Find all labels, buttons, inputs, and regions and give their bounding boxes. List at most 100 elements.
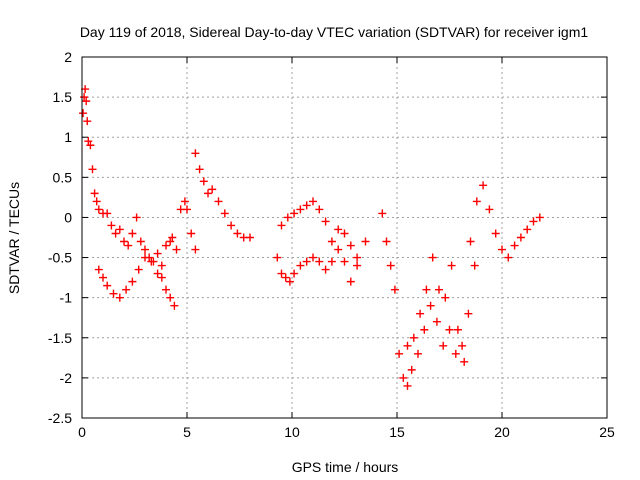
x-tick-label: 5	[183, 424, 191, 440]
data-point	[84, 137, 93, 146]
data-point	[92, 197, 101, 206]
data-point	[285, 277, 294, 286]
data-point	[79, 109, 88, 118]
data-point	[485, 205, 494, 214]
data-point	[327, 237, 336, 246]
data-point	[472, 197, 481, 206]
data-point	[403, 381, 412, 390]
data-point	[296, 261, 305, 270]
data-point	[451, 349, 460, 358]
data-point	[386, 261, 395, 270]
plot-frame	[81, 56, 608, 419]
data-point	[309, 197, 317, 206]
data-point	[162, 285, 170, 294]
data-point	[395, 349, 404, 358]
data-point	[191, 149, 200, 158]
data-point	[111, 229, 120, 238]
data-point	[128, 229, 137, 238]
data-point	[309, 253, 317, 262]
series-arc-5	[277, 197, 362, 262]
data-point	[277, 221, 286, 230]
data-point	[510, 241, 519, 250]
data-point	[162, 241, 170, 250]
grid	[82, 57, 607, 418]
data-point	[199, 177, 208, 186]
data-point	[115, 225, 124, 234]
data-point	[353, 261, 362, 270]
data-point	[435, 285, 443, 294]
y-tick-label: 0	[64, 209, 72, 225]
data-point	[516, 233, 525, 242]
data-point	[109, 289, 118, 298]
data-point	[120, 237, 128, 246]
data-point	[535, 213, 544, 222]
y-tick-label: 0.5	[53, 169, 73, 185]
data-point	[166, 237, 175, 246]
y-axis-label: SDTVAR / TECUs	[6, 182, 22, 294]
data-point	[361, 237, 370, 246]
data-point	[479, 181, 488, 190]
data-point	[220, 209, 229, 218]
data-point	[172, 245, 181, 254]
data-point	[157, 261, 166, 270]
data-point	[180, 197, 189, 206]
y-tick-label: -1	[60, 290, 73, 306]
data-point	[426, 301, 435, 310]
y-tick-label: 2	[64, 49, 72, 65]
data-point	[170, 301, 179, 310]
data-point	[153, 269, 162, 278]
data-point	[470, 261, 479, 270]
data-point	[147, 257, 156, 266]
data-point	[204, 189, 212, 198]
data-point	[136, 237, 145, 246]
y-tick-label: -2	[60, 370, 73, 386]
data-point	[214, 197, 223, 206]
data-point	[409, 333, 418, 342]
data-point	[246, 233, 254, 242]
data-point	[94, 205, 103, 214]
data-point	[321, 265, 330, 274]
data-point	[168, 233, 177, 242]
data-point	[390, 285, 399, 294]
data-point	[153, 249, 162, 258]
series-arc-2	[94, 197, 200, 310]
data-point	[445, 325, 454, 334]
data-point	[346, 241, 355, 250]
data-point	[195, 165, 204, 174]
data-point	[315, 257, 324, 266]
data-point	[529, 217, 538, 226]
series-arc-7	[403, 181, 544, 366]
data-point	[439, 341, 448, 350]
y-tick-label: -1.5	[48, 330, 72, 346]
data-point	[321, 217, 330, 226]
data-point	[141, 245, 149, 254]
data-point	[82, 97, 91, 106]
data-point	[132, 213, 141, 222]
x-tick-label: 20	[494, 424, 510, 440]
data-point	[315, 205, 324, 214]
data-point	[233, 229, 242, 238]
data-point	[378, 209, 387, 218]
y-tick-label: 1	[64, 129, 72, 145]
data-point	[296, 205, 305, 214]
data-point	[498, 245, 506, 254]
data-point	[277, 269, 286, 278]
data-point	[86, 141, 95, 150]
chart-title: Day 119 of 2018, Sidereal Day-to-day VTE…	[80, 24, 589, 40]
data-point	[208, 185, 217, 194]
data-point	[103, 281, 112, 290]
series-arc-4	[273, 237, 370, 286]
data-point	[80, 93, 89, 102]
data-point	[399, 373, 408, 382]
data-point	[453, 325, 462, 334]
data-marks	[79, 85, 544, 390]
data-point	[281, 273, 290, 282]
data-point	[403, 341, 412, 350]
data-point	[416, 309, 425, 318]
data-point	[128, 277, 137, 286]
ticks: 0 5 10 15 20 25 -2.5 -2 -1.5 -1 -0.5 0 0.5 1 1.5 2	[48, 49, 615, 440]
data-point	[94, 265, 103, 274]
data-point	[382, 237, 391, 246]
data-point	[290, 269, 299, 278]
